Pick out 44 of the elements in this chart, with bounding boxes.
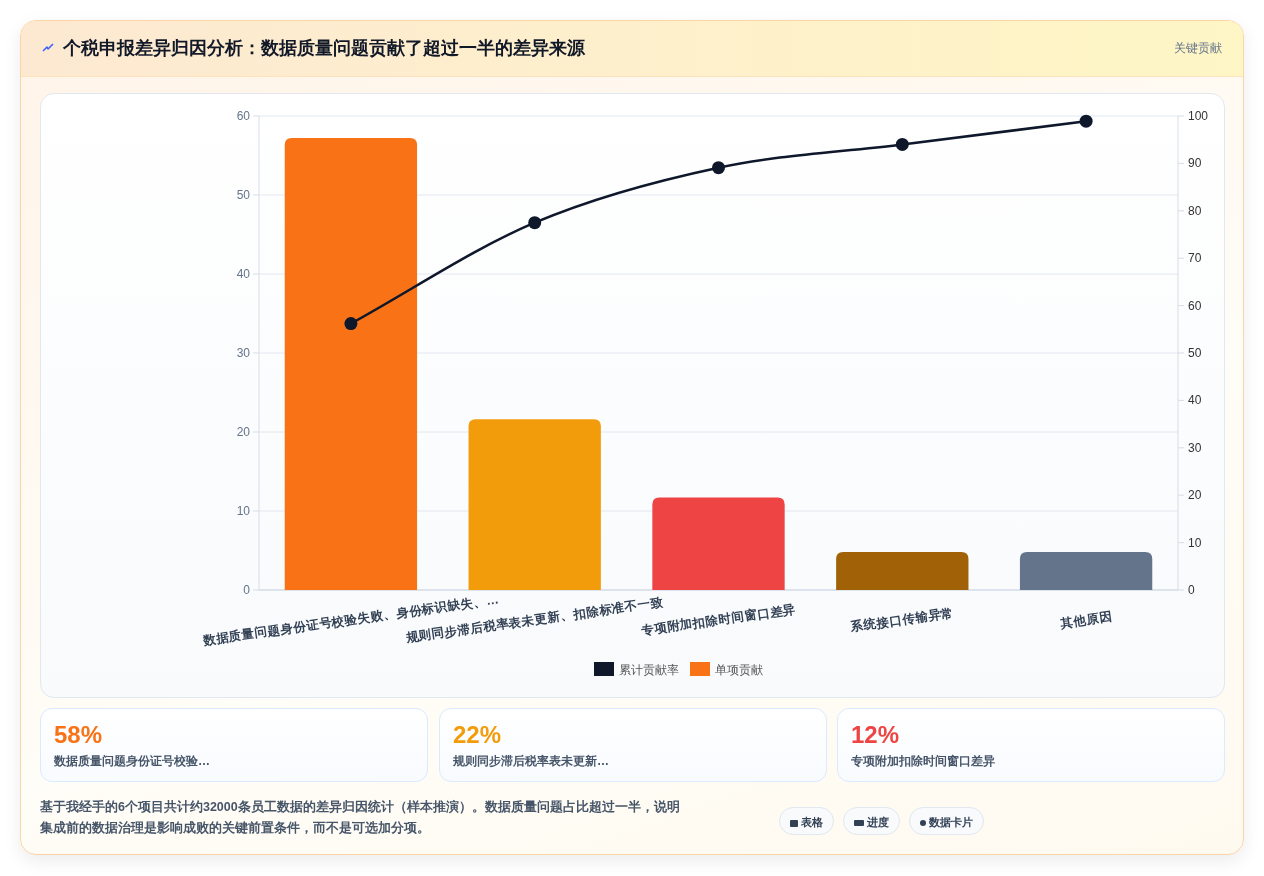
y2-tick-label: 70 bbox=[1188, 251, 1202, 266]
bar bbox=[652, 497, 785, 590]
y2-tick-label: 60 bbox=[1188, 298, 1202, 313]
point bbox=[528, 216, 542, 230]
text: 基于我经手的6个项目共计约32000条员工数据的差异归因统计（样本推演）。数据质量问题占比超过一半，说明集成前的数据治理是影响成败的关键前置条件，而不是可选加分项。 bbox=[40, 799, 681, 837]
x-tick-label: 其他原因 bbox=[1058, 609, 1113, 631]
legend-label: 单项贡献 bbox=[715, 662, 763, 677]
text: 58% bbox=[54, 721, 103, 749]
bar bbox=[836, 552, 969, 590]
y-tick-label: 40 bbox=[236, 267, 251, 281]
y-tick-label: 30 bbox=[236, 346, 251, 360]
y-tick-label: 20 bbox=[236, 425, 251, 439]
y2-tick-label: 10 bbox=[1188, 535, 1202, 550]
y2-tick-label: 50 bbox=[1188, 346, 1202, 360]
bar bbox=[468, 419, 601, 590]
text: 12% bbox=[851, 721, 900, 749]
text: 数据质量问题身份证号校验… bbox=[54, 753, 210, 770]
text: 22% bbox=[453, 721, 502, 749]
y-tick-label: 10 bbox=[236, 504, 251, 518]
text: 数据卡片 bbox=[929, 816, 973, 828]
point bbox=[344, 317, 358, 331]
y2-tick-label: 40 bbox=[1188, 393, 1202, 408]
chart-title: 个税申报差异归因分析：数据质量问题贡献了超过一半的差异来源 bbox=[63, 37, 585, 59]
bar bbox=[1019, 552, 1153, 590]
text: 进度 bbox=[867, 816, 889, 828]
y2-tick-label: 100 bbox=[1188, 109, 1209, 123]
point bbox=[712, 161, 725, 175]
y-tick-label: 50 bbox=[236, 188, 251, 202]
y-tick-label: 60 bbox=[236, 109, 251, 123]
y2-tick-label: 30 bbox=[1188, 440, 1202, 455]
text: 关键贡献 bbox=[1174, 40, 1222, 57]
y2-tick-label: 90 bbox=[1188, 156, 1202, 171]
bar bbox=[284, 138, 418, 590]
y2-tick-label: 0 bbox=[1188, 583, 1195, 597]
legend-label: 累计贡献率 bbox=[619, 662, 679, 677]
point bbox=[1079, 114, 1093, 128]
y-tick-label: 0 bbox=[243, 583, 251, 597]
point bbox=[895, 137, 909, 151]
y2-tick-label: 20 bbox=[1188, 488, 1202, 503]
text: 规则同步滞后税率表未更新… bbox=[453, 753, 609, 770]
text: 表格 bbox=[801, 816, 823, 828]
y2-tick-label: 80 bbox=[1188, 203, 1202, 218]
text: 专项附加扣除时间窗口差异 bbox=[851, 753, 995, 770]
x-tick-label: 系统接口传输异常 bbox=[848, 604, 955, 635]
